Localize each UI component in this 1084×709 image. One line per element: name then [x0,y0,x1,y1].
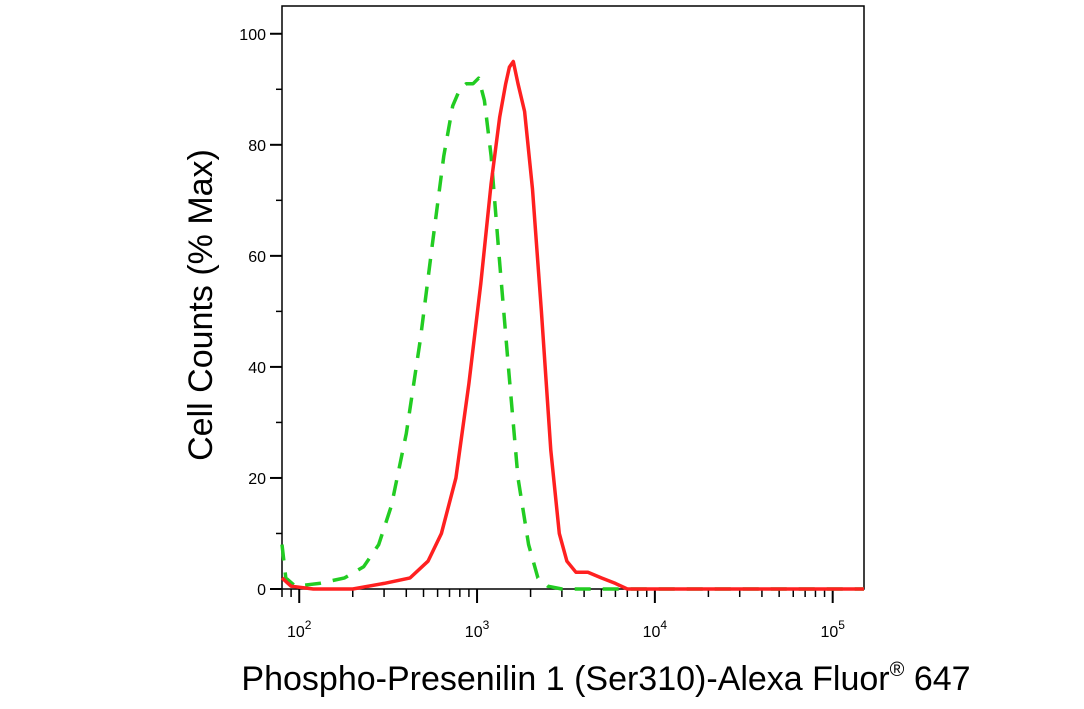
y-tick-label: 60 [248,249,266,266]
y-axis: 0 20 40 60 80 100 [239,27,282,599]
x-axis: 102 103 104 105 [281,589,845,641]
plot-border [281,5,865,590]
series-line-1 [280,76,864,591]
y-axis-title: Cell Counts (% Max) [182,149,220,461]
x-axis-title-suffix: 647 [904,660,970,698]
x-tick-label: 104 [643,618,668,641]
x-axis-title: Phospho-Presenilin 1 (Ser310)-Alexa Fluo… [241,659,970,698]
x-tick-label: 103 [465,618,490,641]
y-tick-label: 40 [248,360,266,377]
y-tick-label: 100 [239,27,266,44]
plot-frame [281,5,865,590]
series-layer [280,59,864,591]
x-tick-label: 105 [820,618,845,641]
series-line-2 [280,59,864,591]
x-axis-title-superscript: ® [890,659,905,681]
y-tick-label: 80 [248,138,266,155]
y-tick-label: 20 [248,471,266,488]
y-tick-label: 0 [257,582,266,599]
x-tick-label: 102 [287,618,312,641]
x-axis-title-main: Phospho-Presenilin 1 (Ser310)-Alexa Fluo… [241,660,889,698]
